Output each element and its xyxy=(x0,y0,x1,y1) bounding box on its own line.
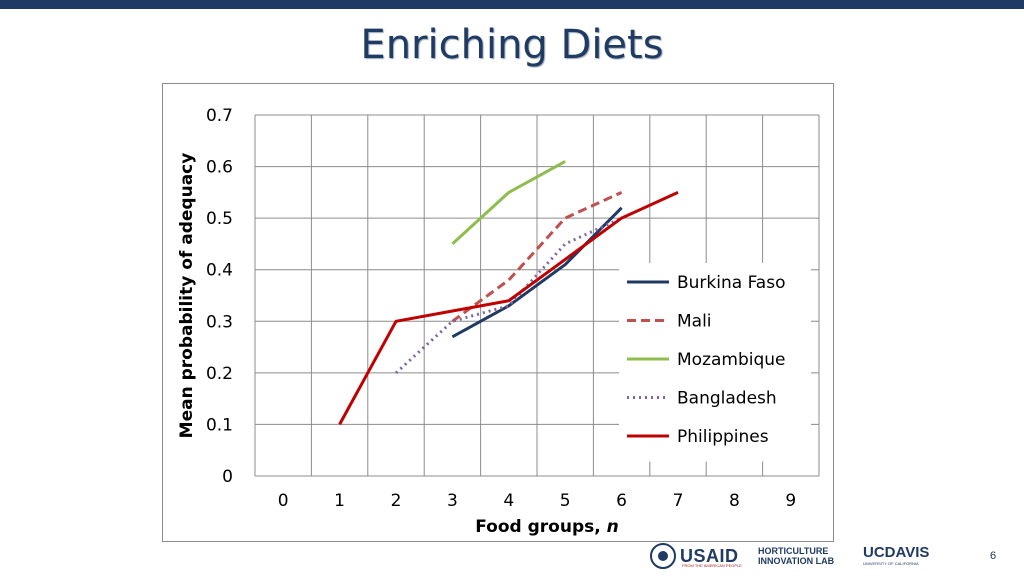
y-tick-label: 0.1 xyxy=(206,415,233,435)
horticulture-line2: INNOVATION LAB xyxy=(758,556,835,566)
y-tick-label: 0 xyxy=(222,467,233,487)
slide-title: Enriching Diets xyxy=(360,22,664,68)
usaid-tagline: FROM THE AMERICAN PEOPLE xyxy=(682,563,742,568)
x-tick-label: 7 xyxy=(673,491,684,511)
x-tick-label: 8 xyxy=(729,491,740,511)
x-tick-label: 1 xyxy=(334,491,345,511)
x-tick-label: 5 xyxy=(560,491,571,511)
usaid-logo: USAID xyxy=(650,543,739,569)
line-chart: 0 0.1 0.2 0.3 0.4 0.5 0.6 0.7 0 1 2 3 4 5 6 7 8 9 Food gro… xyxy=(177,106,820,537)
series-line-philippines xyxy=(338,191,679,426)
x-axis-label: Food groups, n xyxy=(475,517,618,537)
y-tick-label: 0.7 xyxy=(206,106,233,126)
page-number: 6 xyxy=(990,550,997,562)
y-tick-label: 0.5 xyxy=(206,209,233,229)
series-line-mozambique xyxy=(451,160,566,246)
x-tick-label: 4 xyxy=(503,491,514,511)
x-tick-label: 9 xyxy=(785,491,796,511)
top-bar xyxy=(0,0,1024,9)
series-line-mali xyxy=(451,191,623,323)
legend-label: Philippines xyxy=(677,427,769,447)
x-tick-label: 2 xyxy=(391,491,402,511)
ucdavis-logo: UCDAVIS xyxy=(863,544,930,561)
y-tick-label: 0.6 xyxy=(206,158,233,178)
horticulture-logo: HORTICULTURE INNOVATION LAB xyxy=(758,546,834,566)
y-tick-label: 0.3 xyxy=(206,312,233,332)
legend-label: Mali xyxy=(677,312,712,332)
usaid-wordmark: USAID xyxy=(680,545,739,566)
legend-label: Mozambique xyxy=(677,350,786,370)
series-line-burkina-faso xyxy=(451,206,623,339)
y-axis-label: Mean probability of adequacy xyxy=(177,153,197,439)
horticulture-line1: HORTICULTURE xyxy=(758,546,829,556)
footer-logos: USAID FROM THE AMERICAN PEOPLE HORTICULT… xyxy=(650,543,950,571)
x-tick-label: 3 xyxy=(447,491,458,511)
y-tick-label: 0.2 xyxy=(206,364,233,384)
legend-box xyxy=(619,263,811,462)
y-tick-label: 0.4 xyxy=(206,261,233,281)
ucdavis-subtitle: UNIVERSITY OF CALIFORNIA xyxy=(863,561,919,566)
x-tick-label: 6 xyxy=(616,491,627,511)
x-tick-label: 0 xyxy=(278,491,289,511)
legend-label: Burkina Faso xyxy=(677,273,785,293)
legend-label: Bangladesh xyxy=(677,389,777,409)
usaid-seal-icon xyxy=(650,543,676,569)
